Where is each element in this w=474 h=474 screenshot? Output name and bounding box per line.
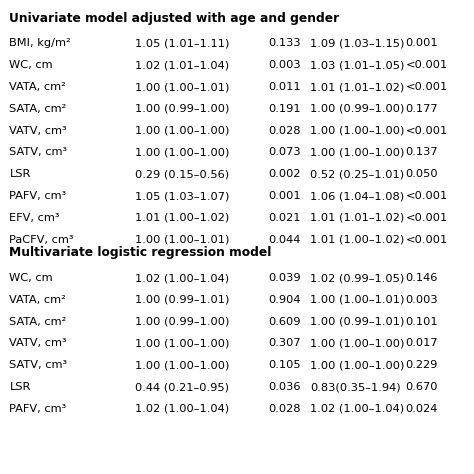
Text: 1.02 (1.00–1.04): 1.02 (1.00–1.04) <box>310 404 405 414</box>
Text: 1.01 (1.00–1.02): 1.01 (1.00–1.02) <box>310 235 405 245</box>
Text: 1.00 (0.99–1.01): 1.00 (0.99–1.01) <box>135 295 229 305</box>
Text: 1.00 (1.00–1.01): 1.00 (1.00–1.01) <box>135 235 229 245</box>
Text: 1.00 (0.99–1.00): 1.00 (0.99–1.00) <box>135 104 229 114</box>
Text: 0.133: 0.133 <box>268 38 301 48</box>
Text: 1.00 (0.99–1.01): 1.00 (0.99–1.01) <box>310 317 405 327</box>
Text: 1.00 (1.00–1.00): 1.00 (1.00–1.00) <box>135 126 229 136</box>
Text: 0.105: 0.105 <box>268 360 301 370</box>
Text: 0.670: 0.670 <box>405 382 438 392</box>
Text: 0.191: 0.191 <box>268 104 301 114</box>
Text: 1.00 (1.00–1.01): 1.00 (1.00–1.01) <box>135 82 229 92</box>
Text: 1.00 (1.00–1.00): 1.00 (1.00–1.00) <box>310 147 405 157</box>
Text: Univariate model adjusted with age and gender: Univariate model adjusted with age and g… <box>9 12 340 25</box>
Text: 0.003: 0.003 <box>268 60 301 70</box>
Text: 0.101: 0.101 <box>405 317 438 327</box>
Text: SATV, cm³: SATV, cm³ <box>9 147 68 157</box>
Text: PAFV, cm³: PAFV, cm³ <box>9 191 67 201</box>
Text: 1.00 (1.00–1.01): 1.00 (1.00–1.01) <box>310 295 405 305</box>
Text: 0.609: 0.609 <box>268 317 301 327</box>
Text: SATA, cm²: SATA, cm² <box>9 317 67 327</box>
Text: LSR: LSR <box>9 382 31 392</box>
Text: 1.01 (1.01–1.02): 1.01 (1.01–1.02) <box>310 213 405 223</box>
Text: 0.050: 0.050 <box>405 169 438 179</box>
Text: 1.00 (1.00–1.00): 1.00 (1.00–1.00) <box>310 338 405 348</box>
Text: BMI, kg/m²: BMI, kg/m² <box>9 38 71 48</box>
Text: 1.05 (1.01–1.11): 1.05 (1.01–1.11) <box>135 38 229 48</box>
Text: 0.028: 0.028 <box>268 404 301 414</box>
Text: SATV, cm³: SATV, cm³ <box>9 360 68 370</box>
Text: 0.44 (0.21–0.95): 0.44 (0.21–0.95) <box>135 382 229 392</box>
Text: <0.001: <0.001 <box>405 82 447 92</box>
Text: LSR: LSR <box>9 169 31 179</box>
Text: 1.02 (1.00–1.04): 1.02 (1.00–1.04) <box>135 404 229 414</box>
Text: 0.021: 0.021 <box>268 213 301 223</box>
Text: PaCFV, cm³: PaCFV, cm³ <box>9 235 74 245</box>
Text: Multivariate logistic regression model: Multivariate logistic regression model <box>9 246 272 259</box>
Text: 1.01 (1.01–1.02): 1.01 (1.01–1.02) <box>310 82 405 92</box>
Text: WC, cm: WC, cm <box>9 60 53 70</box>
Text: 0.83(0.35–1.94): 0.83(0.35–1.94) <box>310 382 401 392</box>
Text: 1.02 (0.99–1.05): 1.02 (0.99–1.05) <box>310 273 405 283</box>
Text: 0.017: 0.017 <box>405 338 438 348</box>
Text: 1.00 (1.00–1.00): 1.00 (1.00–1.00) <box>310 126 405 136</box>
Text: VATV, cm³: VATV, cm³ <box>9 126 67 136</box>
Text: 0.073: 0.073 <box>268 147 301 157</box>
Text: VATV, cm³: VATV, cm³ <box>9 338 67 348</box>
Text: 0.011: 0.011 <box>268 82 301 92</box>
Text: 0.036: 0.036 <box>268 382 301 392</box>
Text: 1.00 (1.00–1.00): 1.00 (1.00–1.00) <box>135 360 229 370</box>
Text: 0.177: 0.177 <box>405 104 438 114</box>
Text: 0.904: 0.904 <box>268 295 301 305</box>
Text: <0.001: <0.001 <box>405 60 447 70</box>
Text: 1.05 (1.03–1.07): 1.05 (1.03–1.07) <box>135 191 229 201</box>
Text: 1.00 (0.99–1.00): 1.00 (0.99–1.00) <box>135 317 229 327</box>
Text: 0.002: 0.002 <box>268 169 301 179</box>
Text: 0.028: 0.028 <box>268 126 301 136</box>
Text: VATA, cm²: VATA, cm² <box>9 295 66 305</box>
Text: 1.01 (1.00–1.02): 1.01 (1.00–1.02) <box>135 213 229 223</box>
Text: 1.03 (1.01–1.05): 1.03 (1.01–1.05) <box>310 60 405 70</box>
Text: SATA, cm²: SATA, cm² <box>9 104 67 114</box>
Text: 0.044: 0.044 <box>268 235 300 245</box>
Text: 0.307: 0.307 <box>268 338 301 348</box>
Text: 0.001: 0.001 <box>268 191 301 201</box>
Text: WC, cm: WC, cm <box>9 273 53 283</box>
Text: 0.137: 0.137 <box>405 147 438 157</box>
Text: 1.06 (1.04–1.08): 1.06 (1.04–1.08) <box>310 191 405 201</box>
Text: VATA, cm²: VATA, cm² <box>9 82 66 92</box>
Text: <0.001: <0.001 <box>405 191 447 201</box>
Text: 0.024: 0.024 <box>405 404 438 414</box>
Text: PAFV, cm³: PAFV, cm³ <box>9 404 67 414</box>
Text: 1.02 (1.00–1.04): 1.02 (1.00–1.04) <box>135 273 229 283</box>
Text: 0.039: 0.039 <box>268 273 301 283</box>
Text: 0.52 (0.25–1.01): 0.52 (0.25–1.01) <box>310 169 405 179</box>
Text: EFV, cm³: EFV, cm³ <box>9 213 60 223</box>
Text: 1.09 (1.03–1.15): 1.09 (1.03–1.15) <box>310 38 405 48</box>
Text: 1.02 (1.01–1.04): 1.02 (1.01–1.04) <box>135 60 229 70</box>
Text: 1.00 (1.00–1.00): 1.00 (1.00–1.00) <box>135 147 229 157</box>
Text: <0.001: <0.001 <box>405 213 447 223</box>
Text: 0.003: 0.003 <box>405 295 438 305</box>
Text: 1.00 (1.00–1.00): 1.00 (1.00–1.00) <box>310 360 405 370</box>
Text: <0.001: <0.001 <box>405 235 447 245</box>
Text: 0.146: 0.146 <box>405 273 438 283</box>
Text: <0.001: <0.001 <box>405 126 447 136</box>
Text: 0.001: 0.001 <box>405 38 438 48</box>
Text: 1.00 (0.99–1.00): 1.00 (0.99–1.00) <box>310 104 405 114</box>
Text: 0.29 (0.15–0.56): 0.29 (0.15–0.56) <box>135 169 229 179</box>
Text: 0.229: 0.229 <box>405 360 438 370</box>
Text: 1.00 (1.00–1.00): 1.00 (1.00–1.00) <box>135 338 229 348</box>
